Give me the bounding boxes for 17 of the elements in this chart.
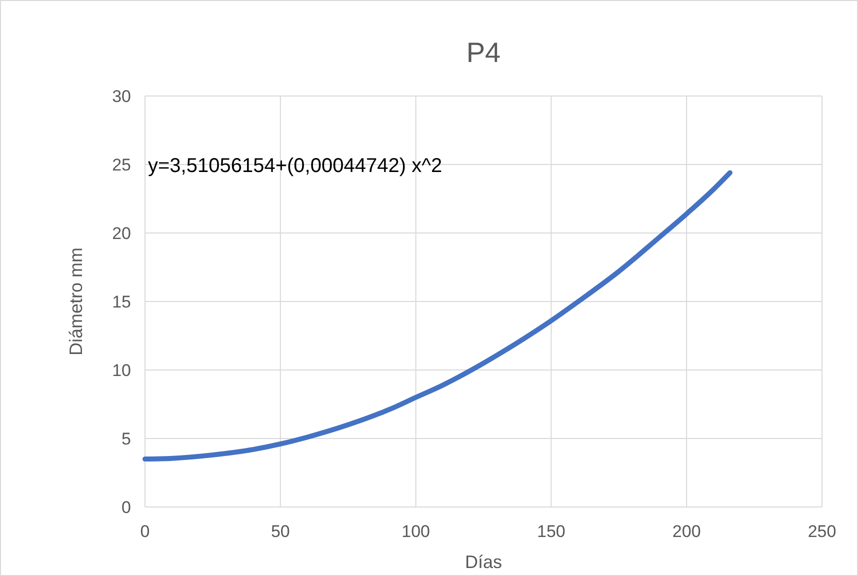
x-axis-title: Días: [464, 552, 502, 572]
x-tick-label: 100: [402, 522, 430, 541]
x-tick-label: 150: [537, 522, 566, 541]
y-tick-label: 15: [112, 292, 131, 312]
chart-title: P4: [466, 37, 501, 68]
y-tick-label: 0: [122, 498, 131, 517]
x-tick-label: 0: [140, 522, 150, 541]
y-tick-label: 10: [112, 360, 131, 380]
y-tick-label: 5: [122, 429, 131, 448]
x-tick-label: 50: [270, 522, 290, 541]
x-tick-label: 200: [672, 522, 701, 541]
x-tick-label: 250: [808, 522, 836, 541]
annotation: y=3,51056154+(0,00044742) x^2: [148, 155, 442, 177]
y-axis-title: Diámetro mm: [66, 247, 86, 356]
y-tick-label: 20: [112, 224, 131, 243]
y-tick-label: 25: [112, 155, 131, 174]
y-tick-label: 30: [112, 86, 131, 106]
